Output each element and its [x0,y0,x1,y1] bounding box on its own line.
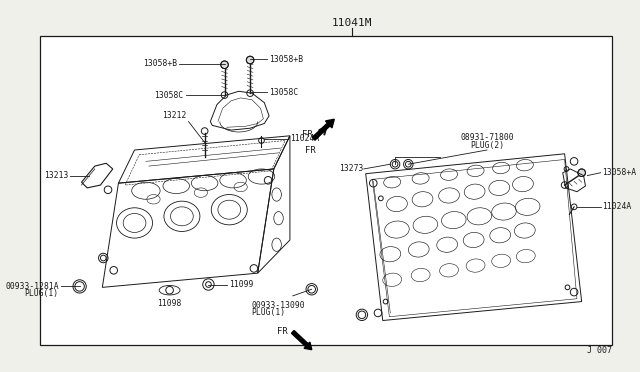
Text: 11098: 11098 [157,299,182,308]
Circle shape [246,56,254,64]
Text: 08931-71800: 08931-71800 [460,134,514,142]
Text: 13212: 13212 [163,111,187,120]
Text: PLUG(2): PLUG(2) [470,141,504,150]
Circle shape [308,285,316,293]
Text: 13273: 13273 [339,164,364,173]
Circle shape [221,61,228,68]
Text: FR: FR [302,130,312,140]
Text: 00933-1281A: 00933-1281A [5,282,59,291]
Circle shape [406,161,411,167]
Bar [40,36,612,345]
Text: 13213: 13213 [44,171,68,180]
Text: 11024A: 11024A [290,134,319,143]
Circle shape [392,161,398,167]
Circle shape [75,282,84,291]
Text: FR: FR [305,146,316,155]
Circle shape [578,169,586,177]
Text: 13058C: 13058C [154,90,184,100]
Text: PLUG(1): PLUG(1) [251,308,285,317]
FancyArrow shape [291,330,312,350]
Circle shape [205,282,211,287]
Text: FR: FR [277,327,288,336]
Text: PLUG(1): PLUG(1) [24,289,59,298]
Text: 11024A: 11024A [602,202,632,211]
Text: 11099: 11099 [229,280,253,289]
Text: 13058+B: 13058+B [143,59,177,68]
Text: 00933-13090: 00933-13090 [251,301,305,310]
FancyArrow shape [312,119,334,140]
Text: J 007: J 007 [587,346,612,355]
Text: 11041M: 11041M [332,18,372,28]
Text: 13058C: 13058C [269,88,298,97]
Text: 13058+B: 13058+B [269,55,303,64]
Circle shape [358,311,365,319]
Text: 13058+A: 13058+A [602,168,637,177]
